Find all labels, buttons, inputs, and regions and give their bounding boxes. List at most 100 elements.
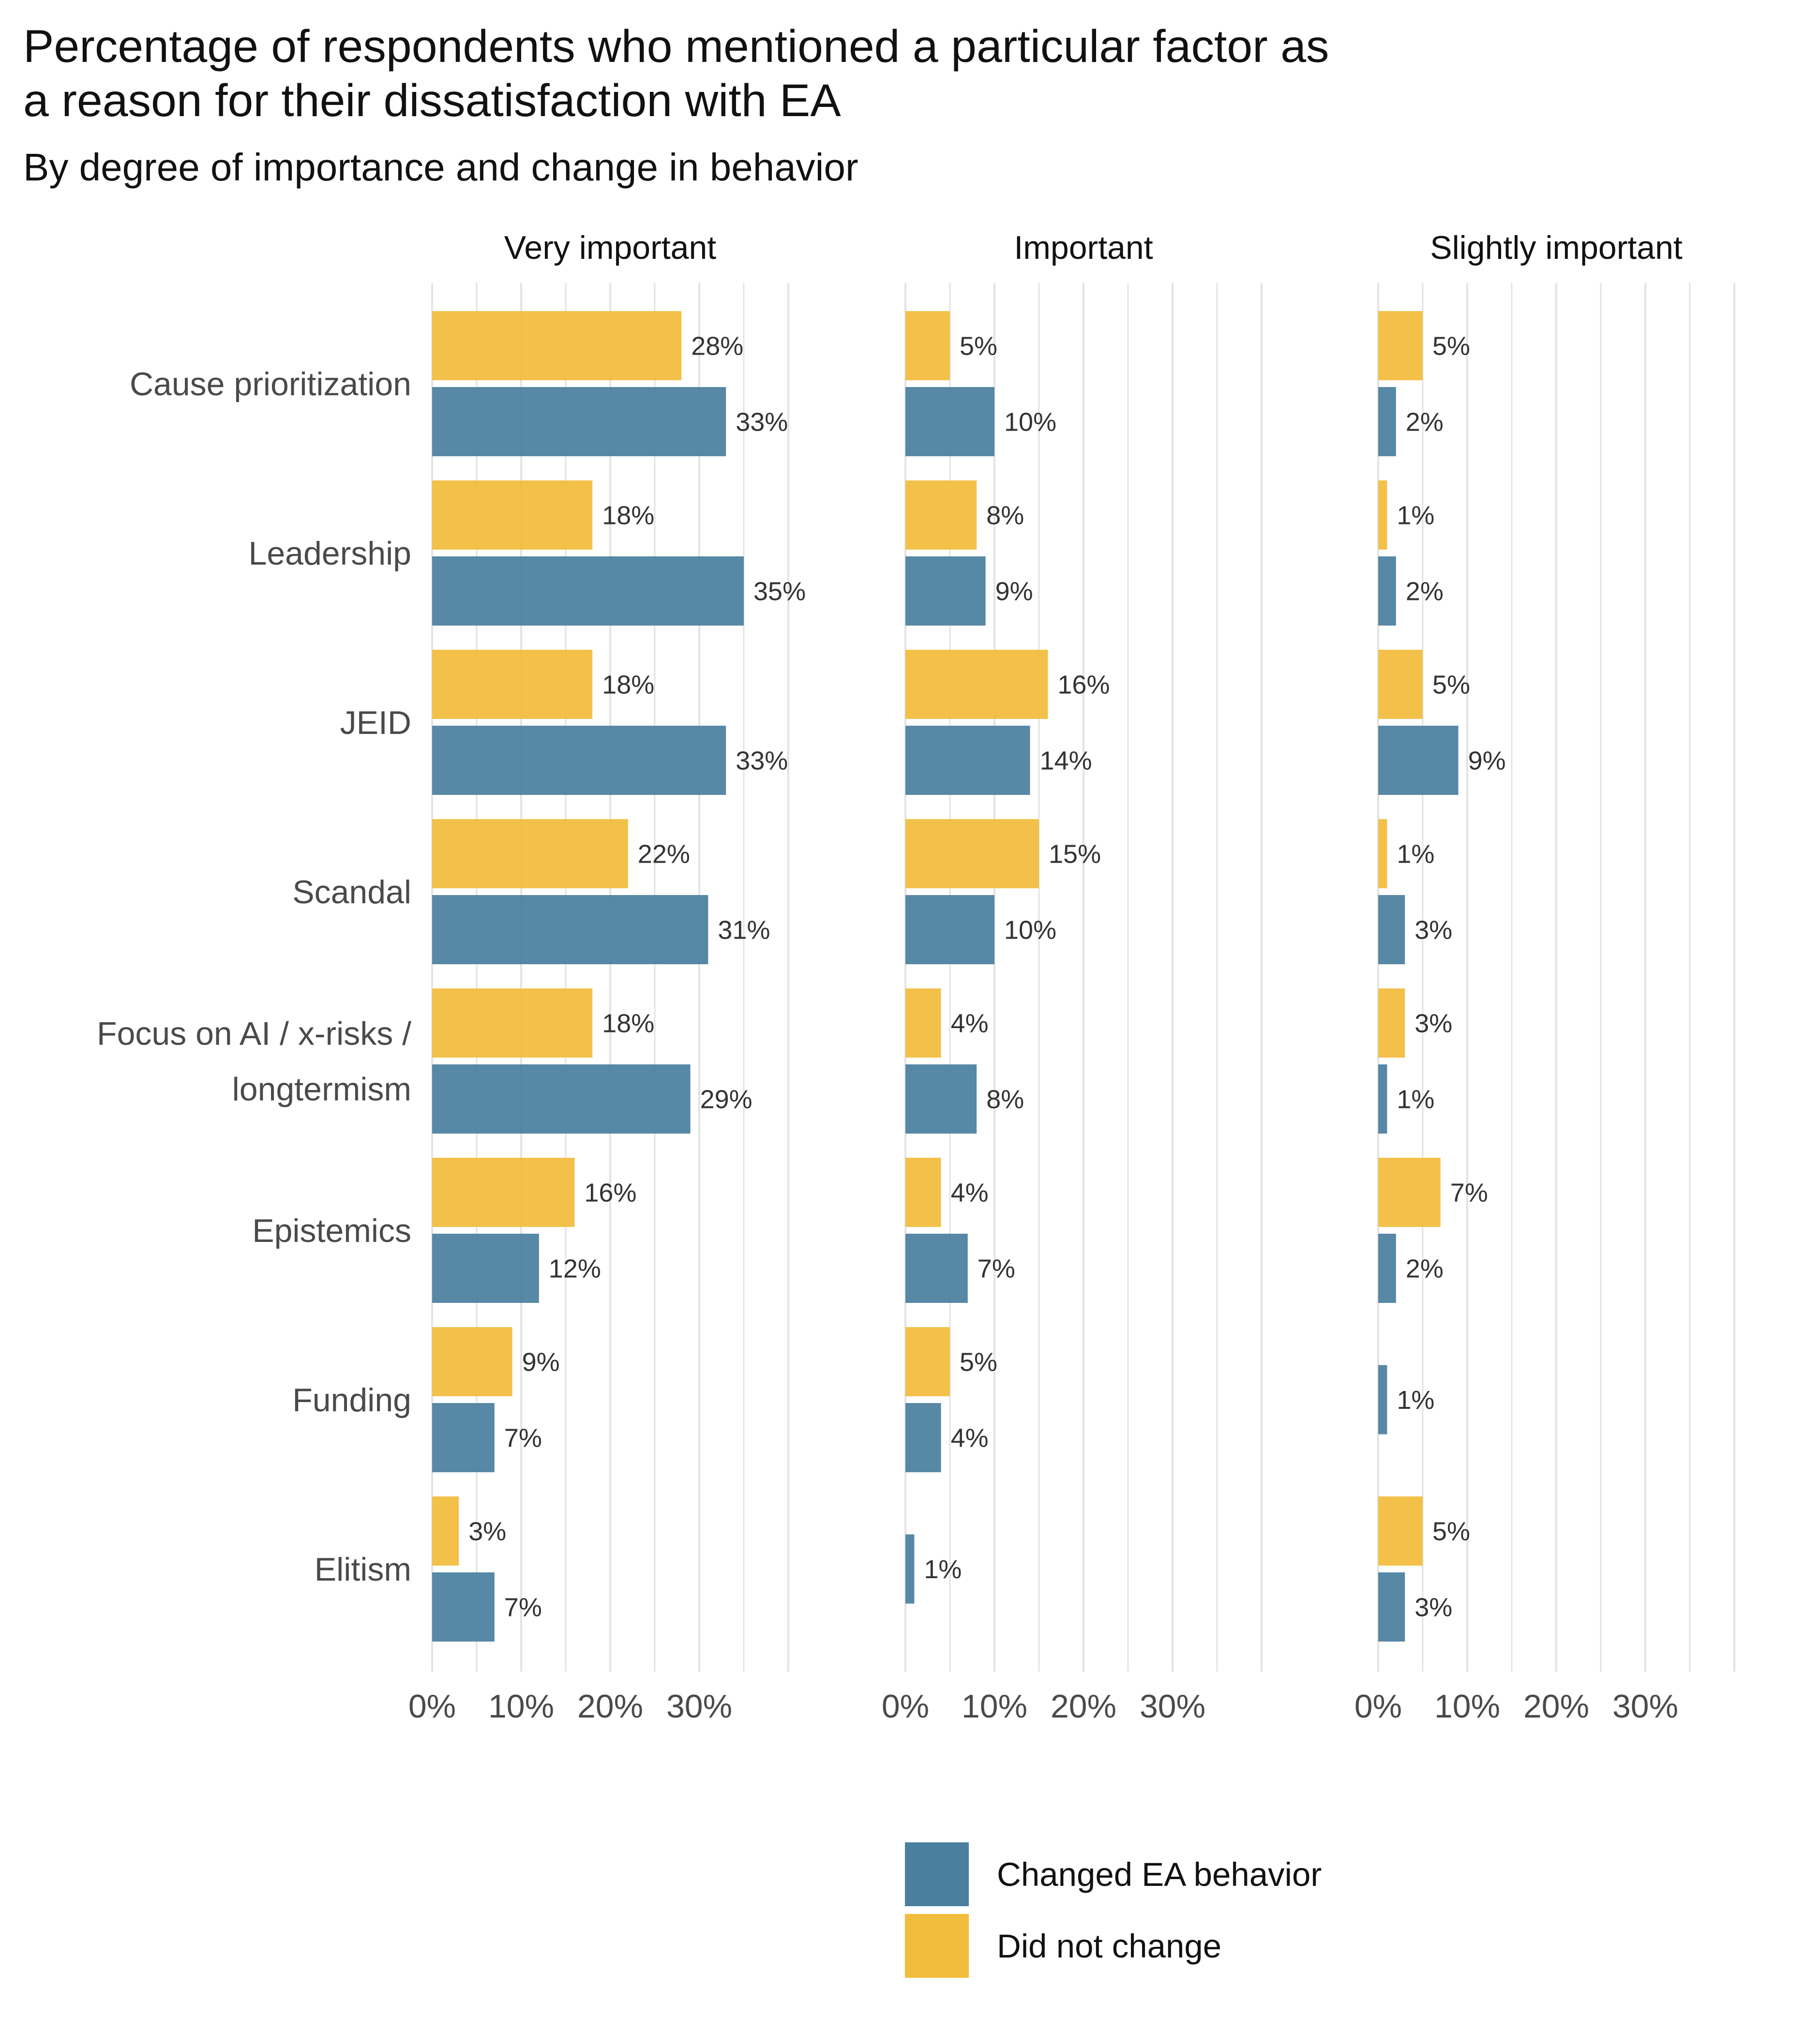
data-label: 2% <box>1406 408 1444 437</box>
data-label: 9% <box>995 577 1033 606</box>
category-label: Funding <box>292 1382 411 1419</box>
category-label: Scandal <box>292 874 411 911</box>
x-tick-label: 20% <box>1051 1688 1116 1725</box>
data-label: 18% <box>602 671 654 700</box>
data-label: 7% <box>978 1255 1015 1284</box>
bar <box>432 1496 459 1566</box>
data-label: 9% <box>1468 747 1506 776</box>
bar <box>432 1327 512 1396</box>
chart-subtitle: By degree of importance and change in be… <box>23 146 858 189</box>
bar <box>905 650 1048 719</box>
x-tick-label: 30% <box>666 1688 732 1725</box>
facet-title: Very important <box>504 229 717 266</box>
bar <box>905 1534 915 1604</box>
bar <box>432 1234 539 1303</box>
data-label: 1% <box>1397 501 1434 530</box>
data-label: 15% <box>1049 840 1101 869</box>
bar <box>1378 650 1423 719</box>
data-label: 7% <box>1450 1179 1488 1208</box>
data-label: 3% <box>468 1517 506 1546</box>
bar <box>1378 1572 1405 1642</box>
category-label: Epistemics <box>252 1212 411 1249</box>
bar <box>905 819 1039 888</box>
data-label: 3% <box>1414 916 1452 945</box>
legend-label-did-not-change: Did not change <box>997 1927 1222 1965</box>
bar <box>432 726 726 795</box>
bar <box>905 1403 941 1472</box>
facet-title: Important <box>1014 229 1153 266</box>
data-label: 8% <box>986 501 1024 530</box>
data-label: 1% <box>1397 1386 1434 1415</box>
data-label: 29% <box>700 1085 752 1114</box>
bar <box>905 1064 977 1134</box>
bar <box>1378 988 1405 1058</box>
data-label: 5% <box>1432 671 1470 700</box>
legend: Changed EA behavior Did not change <box>905 1838 1322 1982</box>
x-tick-label: 0% <box>1354 1688 1402 1725</box>
data-label: 33% <box>736 408 788 437</box>
data-label: 16% <box>1057 671 1110 700</box>
data-label: 5% <box>960 1348 997 1377</box>
bar <box>432 480 593 550</box>
data-label: 35% <box>753 577 806 606</box>
data-label: 16% <box>584 1179 636 1208</box>
bar <box>432 556 744 626</box>
x-tick-label: 10% <box>962 1688 1027 1725</box>
bar <box>432 1572 495 1642</box>
bar <box>905 1234 968 1303</box>
x-tick-label: 10% <box>488 1688 554 1725</box>
bar <box>905 1158 941 1227</box>
bar <box>905 311 950 380</box>
bar <box>1378 895 1405 964</box>
legend-item-did-not-change: Did not change <box>905 1910 1322 1982</box>
data-label: 28% <box>691 332 743 361</box>
data-label: 3% <box>1414 1009 1452 1038</box>
category-label: Focus on AI / x-risks / longtermism <box>97 1016 411 1108</box>
bar <box>905 988 941 1058</box>
bar <box>1378 1064 1387 1134</box>
data-label: 22% <box>638 840 690 869</box>
data-label: 2% <box>1406 577 1444 606</box>
bar <box>432 1403 495 1472</box>
bar <box>905 556 986 626</box>
data-label: 4% <box>951 1179 989 1208</box>
data-label: 8% <box>986 1085 1024 1114</box>
data-label: 5% <box>1432 1517 1470 1546</box>
facet-title: Slightly important <box>1430 229 1683 266</box>
category-label: JEID <box>340 704 411 741</box>
bar <box>1378 1158 1441 1227</box>
data-label: 33% <box>736 747 788 776</box>
bar <box>432 650 593 719</box>
bar <box>1378 1234 1396 1303</box>
x-tick-label: 0% <box>882 1688 929 1725</box>
bar <box>1378 387 1396 456</box>
data-label: 10% <box>1004 408 1056 437</box>
x-tick-label: 10% <box>1434 1688 1500 1725</box>
bar <box>1378 556 1396 626</box>
bar <box>432 819 628 888</box>
data-label: 4% <box>951 1009 989 1038</box>
data-label: 7% <box>504 1424 542 1453</box>
data-label: 14% <box>1040 747 1092 776</box>
x-tick-label: 20% <box>1523 1688 1589 1725</box>
bar <box>1378 311 1423 380</box>
data-label: 1% <box>924 1555 962 1584</box>
category-label: Leadership <box>249 535 411 572</box>
bar <box>1378 480 1387 550</box>
data-label: 4% <box>951 1424 989 1453</box>
bar <box>1378 819 1387 888</box>
bar <box>1378 1365 1387 1434</box>
bar-chart: Very important Important Slightly importan… <box>97 229 1735 1725</box>
bar <box>432 895 708 964</box>
bar <box>905 480 977 550</box>
bar <box>905 1327 950 1396</box>
bar <box>432 1064 691 1134</box>
bar <box>905 387 994 456</box>
bar <box>905 726 1030 795</box>
bar <box>432 1158 575 1227</box>
bar <box>905 895 994 964</box>
legend-item-changed: Changed EA behavior <box>905 1838 1322 1910</box>
data-label: 2% <box>1406 1255 1444 1284</box>
data-label: 12% <box>549 1255 601 1284</box>
x-tick-label: 20% <box>577 1688 643 1725</box>
